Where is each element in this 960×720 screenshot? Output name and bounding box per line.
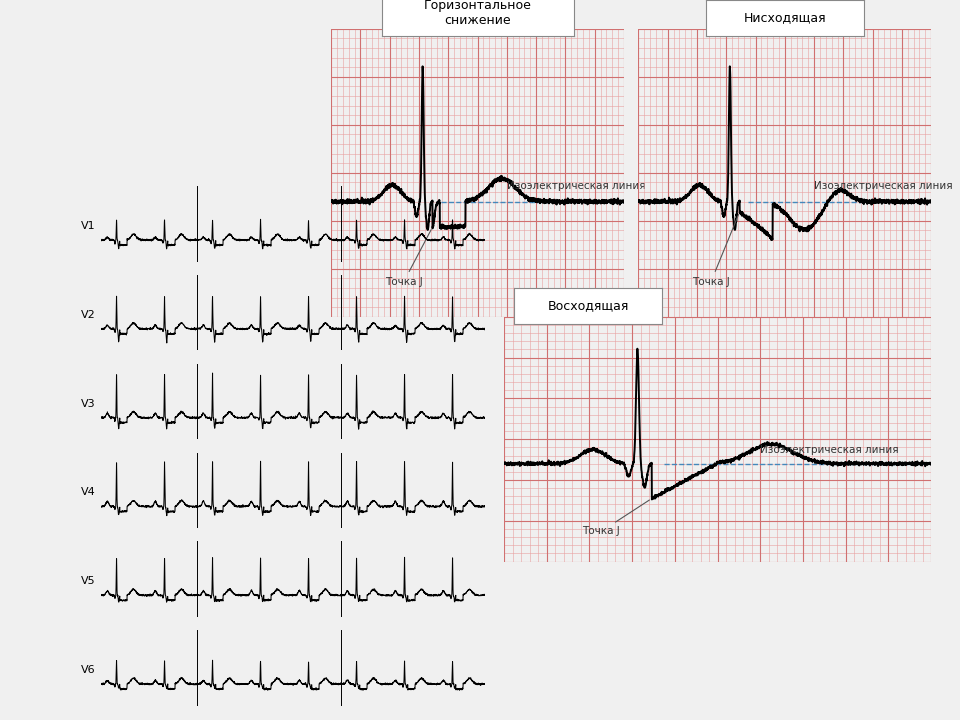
Text: Нисходящая: Нисходящая	[743, 12, 827, 24]
Text: V4: V4	[82, 487, 96, 498]
Text: Изоэлектрическая линия: Изоэлектрическая линия	[760, 445, 899, 455]
Text: V2: V2	[82, 310, 96, 320]
Text: Изоэлектрическая линия: Изоэлектрическая линия	[507, 181, 645, 191]
Text: V6: V6	[82, 665, 96, 675]
Text: Восходящая: Восходящая	[547, 300, 629, 312]
Text: Изоэлектрическая линия: Изоэлектрическая линия	[814, 181, 952, 191]
Text: Точка J: Точка J	[583, 500, 649, 536]
Text: V3: V3	[82, 399, 96, 409]
Text: Точка J: Точка J	[385, 230, 431, 287]
Text: V1: V1	[82, 221, 96, 231]
Text: V5: V5	[82, 576, 96, 586]
Text: Точка J: Точка J	[692, 215, 738, 287]
Text: Горизонтальное
снижение: Горизонтальное снижение	[423, 0, 532, 27]
